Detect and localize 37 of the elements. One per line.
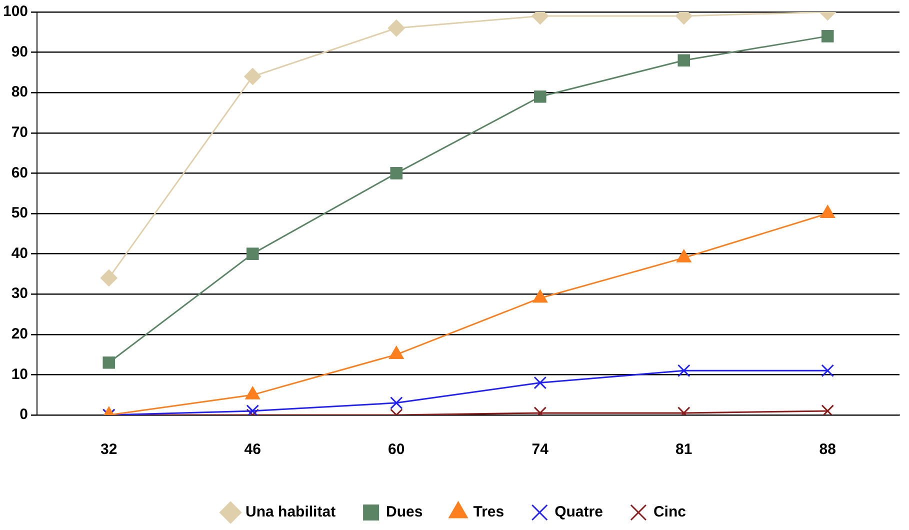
point: [534, 90, 546, 103]
y-tick-label: 50: [11, 204, 28, 222]
point: [821, 30, 834, 42]
x-tick-label: 60: [388, 441, 405, 458]
point: [821, 404, 834, 415]
point: [678, 54, 690, 67]
point: [532, 290, 548, 303]
x-tick-label: 46: [244, 441, 261, 458]
y-tick-label: 100: [2, 3, 28, 20]
point: [246, 248, 259, 260]
y-tick-label: 30: [11, 285, 28, 302]
x-tick-label: 74: [532, 441, 550, 458]
point: [245, 386, 260, 400]
x-tick-label: 32: [100, 441, 118, 458]
point: [244, 68, 262, 85]
legend-label: Cinc: [653, 504, 686, 521]
y-tick-label: 90: [11, 43, 28, 60]
y-tick-label: 20: [11, 326, 28, 343]
y-tick-label: 0: [20, 406, 28, 424]
y-tick-label: 40: [11, 244, 28, 262]
point: [390, 167, 403, 180]
y-tick-label: 10: [11, 366, 28, 383]
point: [388, 20, 405, 37]
y-tick-label: 60: [11, 164, 28, 182]
legend-label: Tres: [473, 504, 504, 521]
y-tick-label: 80: [11, 84, 28, 101]
point: [820, 205, 836, 218]
point: [676, 249, 692, 262]
point: [388, 346, 404, 360]
x-tick-label: 81: [676, 441, 692, 458]
x-tick-label: 88: [819, 441, 836, 458]
point: [246, 404, 260, 415]
legend-label: Quatre: [554, 504, 603, 521]
legend-label: Dues: [386, 504, 423, 521]
y-tick-label: 70: [11, 124, 28, 142]
legend-label: Una habilitat: [246, 504, 336, 521]
point: [100, 269, 118, 286]
